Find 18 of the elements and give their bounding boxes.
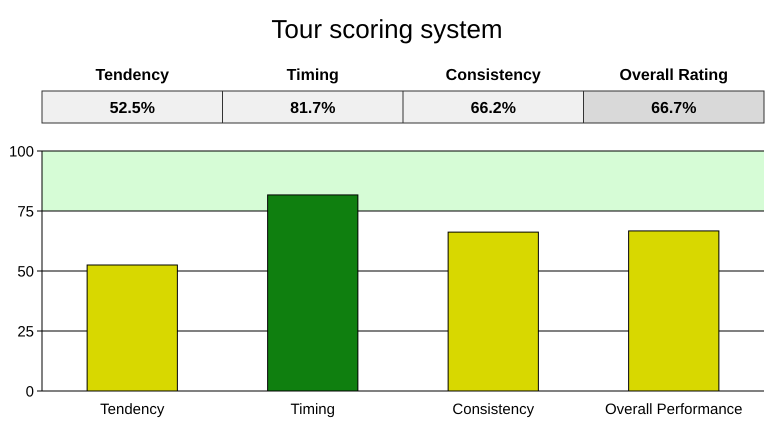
text: Overall Rating <box>620 67 728 84</box>
data-label: 81.7% <box>290 100 336 117</box>
y-tick-label: 75 <box>17 203 34 220</box>
y-tick-label: 0 <box>26 383 34 400</box>
y-tick-label: 50 <box>17 263 34 280</box>
data-label: 52.5% <box>110 100 155 117</box>
text: Consistency <box>446 67 541 84</box>
text: Timing <box>286 67 339 84</box>
y-tick-label: 100 <box>8 143 34 160</box>
x-tick-label: Consistency <box>452 401 535 418</box>
y-tick-label: 25 <box>17 323 34 340</box>
chart-title: Tour scoring system <box>271 14 503 44</box>
x-tick-label: Overall Performance <box>604 401 743 418</box>
x-tick-label: Timing <box>290 401 335 418</box>
x-tick-label: Tendency <box>100 401 165 418</box>
data-label: 66.7% <box>651 100 696 117</box>
data-label: 66.2% <box>470 100 516 117</box>
text: Tendency <box>96 67 170 84</box>
